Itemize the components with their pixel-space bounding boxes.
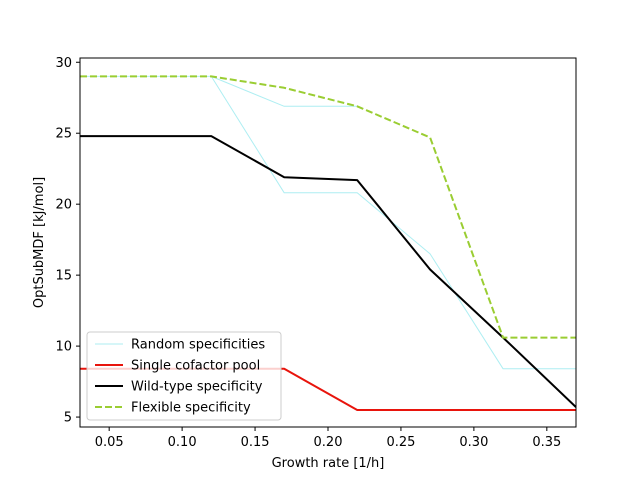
legend-label-2: Wild-type specificity [131,380,263,395]
series-line-3-0 [80,75,576,339]
x-tick-label: 0.25 [386,435,415,450]
legend: Random specificities Single cofactor pool… [86,331,282,421]
legend-label-0: Random specificities [131,338,265,353]
x-tick-label: 0.35 [532,435,561,450]
y-tick-label: 30 [55,56,72,71]
legend-box [86,331,282,421]
y-axis: 5 10 15 20 25 30 [55,56,80,426]
y-tick-label: 25 [55,127,72,142]
y-tick-label: 15 [55,269,72,284]
x-tick-label: 0.05 [95,435,124,450]
legend-label-3: Flexible specificity [131,401,251,416]
legend-label-1: Single cofactor pool [131,359,260,374]
y-tick-label: 20 [55,198,72,213]
x-axis: 0.05 0.10 0.15 0.20 0.25 0.30 0.35 [95,427,561,450]
x-tick-label: 0.20 [314,435,343,450]
y-tick-label: 10 [55,340,72,355]
y-tick-label: 5 [64,411,72,426]
x-axis-label: Growth rate [1/h] [272,456,385,471]
y-axis-label: OptSubMDF [kJ/mol] [32,177,47,308]
x-tick-label: 0.30 [459,435,488,450]
x-tick-label: 0.10 [168,435,197,450]
x-tick-label: 0.15 [241,435,270,450]
